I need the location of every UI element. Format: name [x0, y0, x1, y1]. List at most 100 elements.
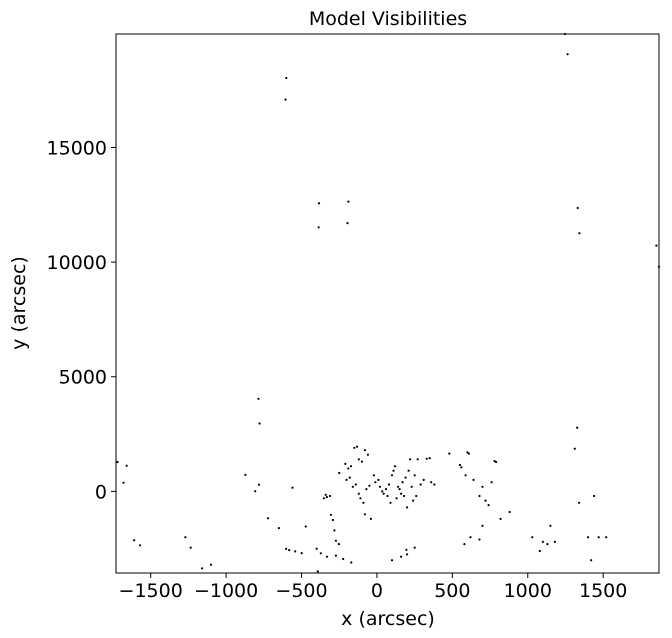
data-point — [355, 445, 359, 448]
data-point — [587, 536, 590, 539]
data-point — [317, 226, 320, 229]
data-point — [331, 518, 334, 522]
data-point — [392, 469, 395, 472]
y-tick-label: 10000 — [47, 252, 107, 274]
data-point — [285, 547, 288, 551]
data-point — [484, 499, 487, 502]
data-point — [546, 543, 549, 546]
data-point — [316, 570, 319, 573]
data-point — [360, 460, 363, 463]
x-tick-label: 1000 — [504, 580, 552, 602]
data-point — [363, 513, 366, 516]
x-tick-label: −500 — [275, 580, 327, 602]
data-point — [553, 540, 557, 543]
data-point — [389, 501, 392, 504]
data-point — [125, 464, 128, 467]
data-point — [425, 457, 428, 460]
data-point — [458, 463, 461, 467]
data-point — [422, 478, 425, 481]
y-tick-label: 15000 — [47, 137, 107, 159]
data-point — [244, 473, 247, 476]
data-point — [395, 497, 398, 500]
data-point — [359, 497, 362, 500]
data-point — [315, 547, 318, 550]
data-point — [576, 206, 579, 210]
data-point — [325, 496, 328, 499]
data-point — [400, 555, 403, 558]
x-tick-label: 0 — [371, 580, 383, 602]
data-point — [139, 544, 142, 547]
data-point — [349, 465, 353, 468]
y-axis: 0 5000 10000 15000 — [47, 137, 116, 503]
data-point — [384, 488, 388, 491]
data-point — [362, 501, 365, 504]
data-point — [578, 501, 581, 504]
data-point — [413, 474, 416, 477]
data-point — [397, 485, 400, 488]
data-point — [189, 546, 192, 549]
data-point — [366, 453, 369, 456]
data-point — [348, 476, 351, 479]
data-point — [413, 546, 416, 549]
data-point — [406, 506, 409, 509]
data-point — [430, 481, 433, 484]
data-point — [329, 513, 332, 516]
data-point — [365, 488, 368, 491]
data-point — [133, 539, 136, 542]
data-point — [338, 471, 341, 475]
data-point — [328, 494, 331, 498]
x-tick-label: 1500 — [579, 580, 627, 602]
data-point — [393, 465, 397, 468]
data-point — [400, 492, 403, 495]
data-point — [590, 559, 593, 562]
data-point — [463, 543, 466, 546]
data-point — [508, 510, 511, 514]
data-point — [372, 474, 375, 477]
data-point — [490, 481, 493, 484]
y-tick-label: 5000 — [59, 367, 107, 389]
data-point — [353, 446, 356, 449]
data-point — [319, 552, 322, 555]
data-point — [419, 483, 422, 486]
data-point — [404, 476, 407, 479]
data-point — [377, 478, 380, 481]
data-point — [266, 517, 270, 520]
data-point — [499, 517, 502, 521]
data-point — [416, 458, 419, 461]
data-point — [351, 485, 354, 488]
x-axis-title: x (arcsec) — [341, 608, 435, 630]
data-point — [324, 493, 327, 496]
data-point — [412, 499, 415, 502]
x-tick-label: −1000 — [194, 580, 258, 602]
data-point — [277, 527, 280, 530]
data-point — [333, 529, 336, 532]
x-axis: −1500 −1000 −500 0 500 1000 1500 — [119, 573, 627, 602]
data-point — [344, 462, 347, 465]
data-point — [410, 485, 413, 488]
data-point — [300, 552, 303, 555]
data-point — [428, 457, 431, 460]
data-point — [409, 458, 412, 461]
data-point — [531, 536, 534, 539]
data-point — [363, 449, 366, 452]
data-point — [342, 557, 345, 561]
data-point — [401, 481, 404, 484]
data-point — [576, 426, 579, 429]
data-point — [122, 481, 125, 484]
data-point — [257, 397, 260, 400]
data-point — [386, 494, 389, 498]
data-point — [467, 452, 470, 455]
data-point — [460, 466, 463, 469]
data-point — [405, 548, 408, 551]
data-point — [381, 490, 384, 493]
data-point — [406, 553, 409, 556]
data-point — [472, 478, 475, 481]
data-point — [573, 447, 576, 450]
data-point — [184, 536, 187, 539]
data-point — [209, 563, 213, 566]
data-point — [304, 525, 307, 528]
data-point — [350, 561, 353, 564]
data-point — [337, 543, 340, 546]
data-point — [566, 53, 569, 56]
